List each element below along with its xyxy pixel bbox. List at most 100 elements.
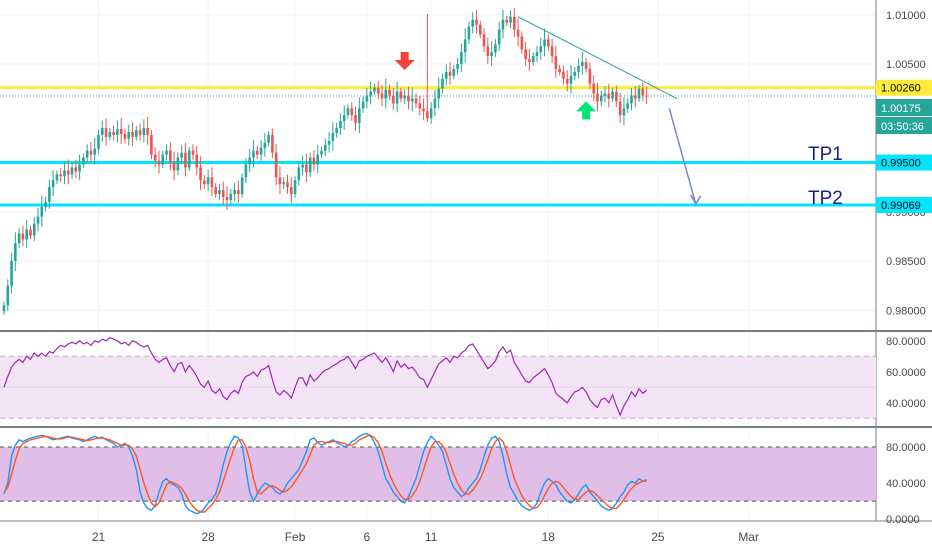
current-price-tag — [876, 99, 932, 116]
candle-body — [603, 93, 607, 96]
candle-body — [93, 148, 97, 155]
candle-body — [520, 36, 524, 50]
candle-body — [312, 157, 316, 165]
candle-body — [358, 108, 361, 124]
candle-body — [199, 167, 202, 181]
candle-body — [444, 71, 448, 79]
candle-body — [6, 285, 10, 306]
time-tick-label: 25 — [651, 530, 665, 544]
candle-body — [550, 46, 554, 57]
candle-body — [524, 49, 527, 60]
time-axis[interactable]: 21 28 Feb 6 11 18 25 Mar — [92, 530, 759, 544]
rsi-line[interactable] — [3, 336, 647, 417]
level-price-label: 0.99069 — [881, 200, 921, 212]
candle-body — [528, 59, 531, 63]
candle-body — [25, 229, 28, 240]
tp2-label: TP2 — [808, 188, 843, 209]
time-tick-label: 28 — [201, 530, 215, 544]
candle-body — [44, 201, 47, 207]
candle-body — [225, 197, 229, 200]
candle-body — [240, 177, 244, 195]
candle-body — [82, 157, 85, 165]
candle-body — [373, 87, 376, 92]
rsi-tick-label: 80.0000 — [886, 336, 926, 348]
candle-body — [274, 152, 278, 178]
price-panel[interactable]: TP1 TP2 — [0, 8, 876, 315]
candle-body — [108, 132, 112, 137]
candle-body — [611, 91, 614, 99]
candle-body — [569, 75, 573, 84]
candle-body — [618, 101, 622, 116]
time-tick-label: 11 — [425, 530, 438, 544]
level-price-tag — [876, 154, 932, 171]
candle-body — [452, 68, 456, 76]
candle-body — [388, 89, 391, 96]
current-price-label: 1.00175 — [881, 103, 921, 115]
rsi-tick-label: 60.0000 — [886, 367, 926, 379]
candle-body — [565, 78, 569, 84]
candle-body — [203, 180, 206, 185]
candle-body — [441, 78, 444, 89]
candle-body — [637, 88, 641, 99]
candle-body — [562, 71, 565, 79]
candle-body — [29, 229, 32, 236]
stoch-d-line[interactable] — [3, 434, 647, 513]
candle-body — [478, 24, 482, 35]
candle-body — [191, 150, 195, 155]
candle-body — [467, 26, 471, 40]
candle-body — [89, 150, 93, 155]
candle-body — [456, 64, 459, 69]
projection-arrow[interactable] — [668, 108, 697, 205]
candle-body — [501, 19, 505, 30]
candle-body — [361, 101, 365, 109]
candle-body — [85, 150, 89, 158]
projection-arrow-head-icon — [690, 194, 702, 206]
rsi-panel[interactable]: 80.0000 60.0000 40.0000 — [0, 336, 926, 419]
candle-body — [490, 52, 493, 57]
candle-body — [14, 243, 17, 262]
candle-body — [437, 88, 440, 99]
candle-body — [535, 52, 539, 57]
candle-body — [70, 167, 74, 175]
candle-body — [263, 142, 267, 148]
candle-body — [278, 177, 282, 185]
candle-body — [32, 223, 36, 236]
candle-body — [630, 95, 633, 104]
candle-body — [395, 91, 399, 104]
candle-body — [180, 152, 183, 158]
candle-body — [55, 174, 59, 181]
candle-body — [320, 150, 323, 155]
candle-body — [153, 154, 157, 161]
sell-arrow-icon — [394, 52, 415, 70]
candle-body — [486, 46, 490, 57]
candle-body — [376, 87, 380, 94]
stoch-tick-label: 80.0000 — [886, 442, 926, 454]
candle-body — [346, 108, 350, 116]
time-tick-label: 6 — [364, 530, 371, 544]
level-price-label: 0.99500 — [881, 158, 921, 170]
candle-body — [297, 167, 301, 181]
candle-body — [422, 108, 425, 112]
stochastic-panel[interactable]: 80.0000 40.0000 0.0000 — [0, 432, 926, 527]
candle-body — [392, 95, 395, 104]
candle-body — [255, 150, 259, 155]
stoch-k-line[interactable] — [3, 432, 647, 515]
trendline[interactable] — [517, 16, 678, 99]
candle-body — [339, 121, 342, 129]
candle-body — [221, 190, 225, 198]
candle-body — [543, 39, 546, 47]
candle-body — [244, 164, 248, 178]
chart-drawings — [394, 16, 702, 206]
candle-body — [63, 170, 66, 177]
price-axis[interactable]: 1.010001.005000.995000.990000.985000.980… — [876, 10, 932, 318]
candle-body — [513, 16, 516, 30]
candle-body — [531, 56, 535, 63]
candle-body — [418, 103, 422, 109]
candle-body — [505, 19, 509, 23]
candle-body — [475, 19, 478, 25]
candle-body — [127, 132, 131, 139]
candle-body — [161, 154, 165, 165]
candle-body — [581, 62, 584, 66]
candle-body — [112, 132, 115, 135]
